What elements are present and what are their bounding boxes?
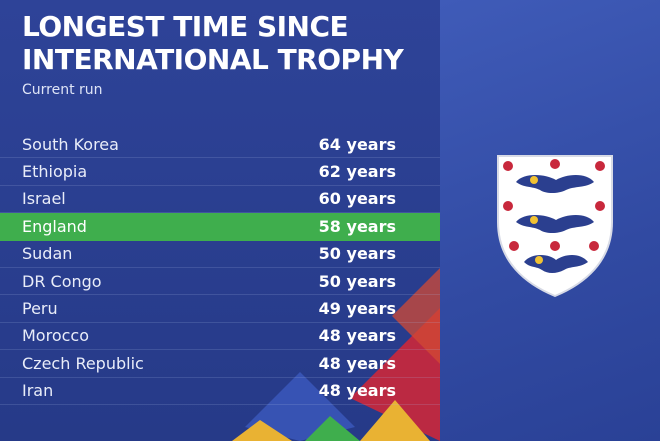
years-value: 49 years — [318, 299, 396, 319]
country-name: England — [22, 217, 87, 237]
table-row: Peru 49 years — [0, 295, 440, 323]
country-name: Ethiopia — [22, 162, 88, 182]
years-value: 58 years — [318, 217, 396, 237]
table-row: Sudan 50 years — [0, 241, 440, 268]
years-value: 48 years — [318, 381, 396, 401]
table-row: South Korea 64 years — [0, 131, 440, 159]
page-subtitle: Current run — [22, 82, 103, 98]
table-row: Iran 48 years — [0, 378, 440, 405]
years-value: 48 years — [318, 353, 396, 373]
country-name: Peru — [22, 299, 58, 319]
page-title: LONGEST TIME SINCE INTERNATIONAL TROPHY — [22, 10, 404, 76]
years-value: 50 years — [318, 271, 396, 291]
country-name: Iran — [22, 381, 54, 401]
table-row-highlighted: England 58 years — [0, 213, 440, 241]
years-value: 60 years — [318, 189, 396, 209]
table-row: DR Congo 50 years — [0, 268, 440, 296]
table-row: Israel 60 years — [0, 186, 440, 214]
table-panel: LONGEST TIME SINCE INTERNATIONAL TROPHY … — [0, 0, 440, 441]
country-name: Czech Republic — [22, 353, 144, 373]
years-value: 62 years — [318, 162, 396, 182]
years-value: 50 years — [318, 244, 396, 264]
years-value: 64 years — [318, 134, 396, 154]
country-name: DR Congo — [22, 271, 102, 291]
country-name: Israel — [22, 189, 66, 209]
england-three-lions-crest-icon — [494, 152, 616, 304]
table-row: Czech Republic 48 years — [0, 350, 440, 378]
table-row: Ethiopia 62 years — [0, 158, 440, 186]
table-row: Morocco 48 years — [0, 323, 440, 351]
decorative-diamond-shapes — [232, 268, 440, 441]
country-name: Morocco — [22, 326, 89, 346]
years-value: 48 years — [318, 326, 396, 346]
country-name: South Korea — [22, 134, 119, 154]
country-name: Sudan — [22, 244, 73, 264]
ranking-table: South Korea 64 years Ethiopia 62 years Israe… — [0, 131, 440, 405]
